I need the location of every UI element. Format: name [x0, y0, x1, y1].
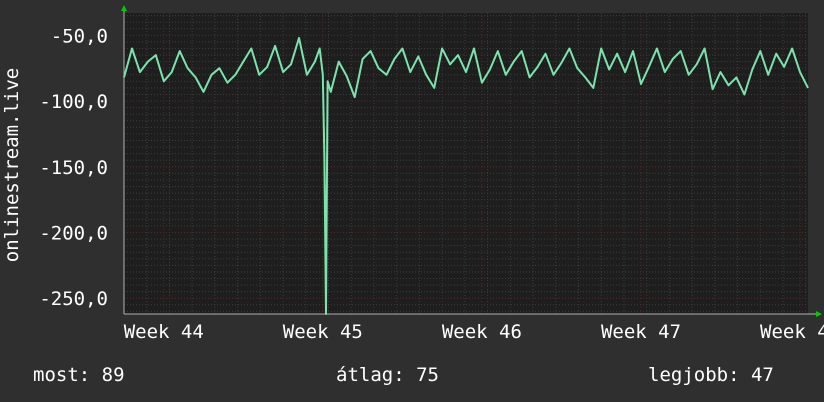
y-axis-label: onlinestream.live: [1, 68, 23, 262]
axis-layer: [121, 5, 822, 317]
stat-legjobb: legjobb: 47: [648, 364, 774, 386]
stat-most: most: 89: [33, 364, 125, 386]
tick-layer: -50,0 -100,0 -150,0 -200,0 -250,0 Week 44 Week…: [39, 25, 824, 343]
plot-background: [124, 13, 808, 314]
x-tick-label: Week 45: [283, 321, 363, 343]
x-tick-label: Week 47: [601, 321, 681, 343]
x-axis-arrow-icon: [816, 311, 822, 317]
y-tick-label: -150,0: [39, 157, 108, 179]
y-tick-label: -200,0: [39, 223, 108, 245]
stat-atlag: átlag: 75: [336, 364, 439, 386]
y-tick-label: -100,0: [39, 91, 108, 113]
y-tick-label: -50,0: [51, 25, 108, 47]
series-line: [123, 37, 809, 315]
series-layer: [123, 37, 809, 315]
y-axis-arrow-icon: [121, 5, 127, 11]
y-tick-label: -250,0: [39, 288, 108, 310]
x-tick-label: Week 44: [124, 321, 204, 343]
x-tick-label: Week 46: [442, 321, 522, 343]
x-tick-label: Week 48: [760, 321, 824, 343]
